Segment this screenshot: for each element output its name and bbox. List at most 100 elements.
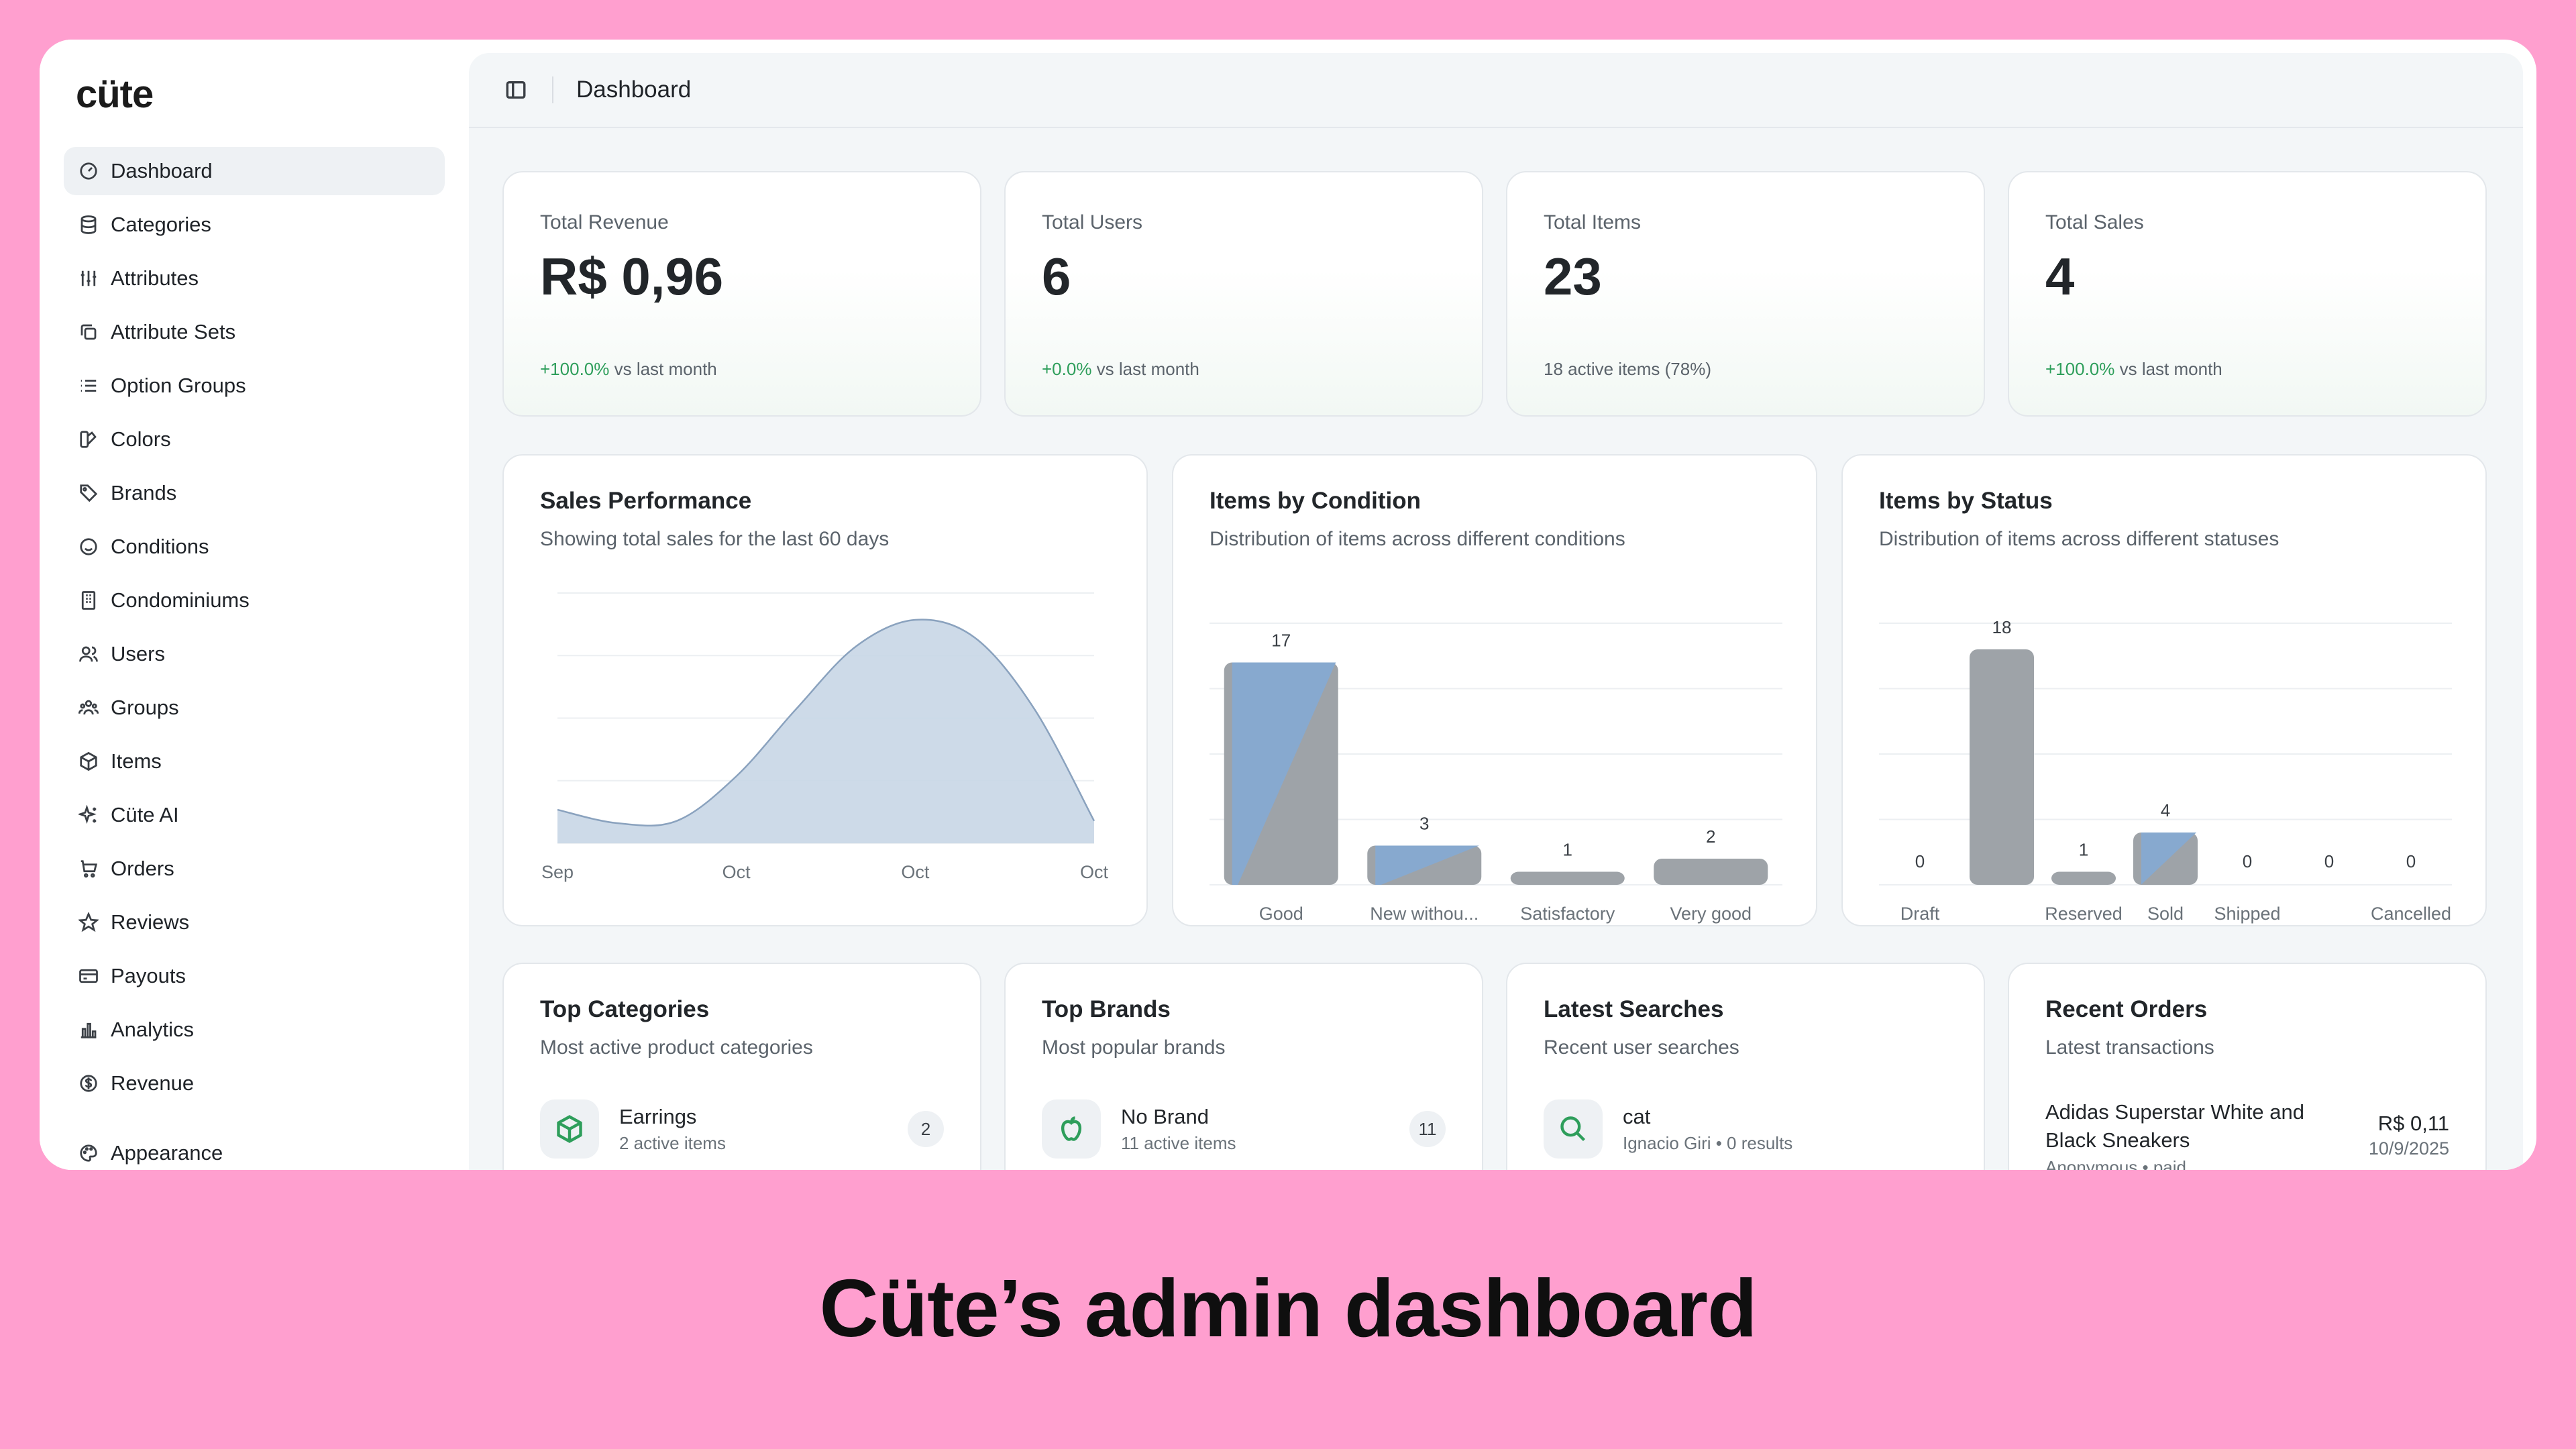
x-tick-label: Shipped — [2214, 904, 2280, 924]
bar — [2051, 871, 2116, 885]
list-item[interactable]: No Brand 11 active items 11 — [1042, 1098, 1446, 1160]
users-icon — [77, 643, 100, 665]
count-badge: 2 — [908, 1111, 944, 1147]
stat-label: Total Sales — [2045, 211, 2144, 233]
sidebar-item-label: Payouts — [111, 964, 186, 987]
app-window: cüte Dashboard Categories Attributes Att… — [40, 40, 2536, 1170]
bar-highlight — [1232, 662, 1336, 885]
sidebar-item-analytics[interactable]: Analytics — [64, 1006, 445, 1054]
sidebar-item-label: Dashboard — [111, 159, 213, 182]
list-item-name: No Brand — [1121, 1104, 1209, 1128]
sidebar-item-attributes[interactable]: Attributes — [64, 254, 445, 303]
card-title: Latest Searches — [1544, 996, 1724, 1022]
database-icon — [77, 213, 100, 236]
sidebar-item-attribute-sets[interactable]: Attribute Sets — [64, 308, 445, 356]
stat-delta-suffix: vs last month — [609, 359, 717, 379]
stat-footnote: 18 active items (78%) — [1544, 359, 1711, 380]
card-subtitle: Distribution of items across different c… — [1210, 528, 1625, 550]
list-item[interactable]: Earrings 2 active items 2 — [540, 1098, 944, 1160]
sidebar-item-items[interactable]: Items — [64, 737, 445, 786]
card-subtitle: Distribution of items across different s… — [1879, 528, 2279, 550]
list-item[interactable]: cat Ignacio Giri • 0 results — [1544, 1098, 1947, 1160]
sidebar-item-label: Revenue — [111, 1071, 195, 1095]
sidebar-item-users[interactable]: Users — [64, 630, 445, 678]
data-label: 0 — [2324, 851, 2334, 871]
stat-delta: +100.0% — [540, 359, 610, 379]
sidebar-item-conditions[interactable]: Conditions — [64, 523, 445, 571]
data-label: 18 — [1992, 617, 2012, 637]
panel-left-icon — [506, 80, 526, 99]
x-tick-label: Sold — [2147, 904, 2184, 924]
data-label: 0 — [2406, 851, 2416, 871]
sidebar-item-colors[interactable]: Colors — [64, 415, 445, 464]
sidebar-toggle-button[interactable] — [502, 76, 529, 103]
order-summary: R$ 0,11 10/9/2025 — [2369, 1112, 2449, 1159]
stat-delta: +0.0% — [1042, 359, 1092, 379]
stat-label: Total Revenue — [540, 211, 669, 233]
sidebar-item-groups[interactable]: Groups — [64, 684, 445, 732]
sidebar-item-payouts[interactable]: Payouts — [64, 952, 445, 1000]
page-title: Dashboard — [576, 76, 692, 103]
list-item-text: Earrings 2 active items — [619, 1105, 908, 1154]
dollar-icon — [77, 1072, 100, 1095]
count-badge: 11 — [1409, 1111, 1446, 1147]
x-tick-label: Draft — [1900, 904, 1940, 924]
stat-value: 23 — [1544, 247, 1602, 306]
stat-value: 6 — [1042, 247, 1071, 306]
stat-value: R$ 0,96 — [540, 247, 724, 306]
order-date: 10/9/2025 — [2368, 1138, 2449, 1159]
bar — [1654, 859, 1768, 885]
sidebar: cüte Dashboard Categories Attributes Att… — [40, 40, 469, 1170]
sidebar-item-appearance[interactable]: Appearance — [64, 1129, 445, 1170]
card-subtitle: Most active product categories — [540, 1036, 813, 1059]
sidebar-item-label: Condominiums — [111, 588, 250, 612]
sidebar-item-label: Cüte AI — [111, 803, 179, 826]
items-by-status-card: Items by Status Distribution of items ac… — [1841, 454, 2487, 926]
stat-card-revenue: Total Revenue R$ 0,96 +100.0% vs last mo… — [502, 171, 981, 417]
app-logo[interactable]: cüte — [76, 72, 154, 116]
sidebar-item-brands[interactable]: Brands — [64, 469, 445, 517]
building-icon — [77, 589, 100, 612]
sidebar-item-cute-ai[interactable]: Cüte AI — [64, 791, 445, 839]
x-tick-label: Good — [1259, 904, 1303, 924]
main-area: Dashboard Total Revenue R$ 0,96 +100.0% … — [469, 53, 2523, 1170]
x-tick-label: Cancelled — [2371, 904, 2451, 924]
gauge-icon — [77, 160, 100, 182]
card-title: Top Categories — [540, 996, 710, 1022]
tag-icon — [77, 482, 100, 504]
cart-icon — [77, 857, 100, 880]
order-row[interactable]: Adidas Superstar White and Black Sneaker… — [2045, 1098, 2449, 1170]
bar — [1510, 871, 1625, 885]
copy-icon — [77, 321, 100, 343]
stat-label: Total Users — [1042, 211, 1143, 233]
box-icon — [540, 1099, 599, 1159]
topbar-divider — [552, 76, 553, 103]
sidebar-item-label: Brands — [111, 481, 177, 504]
stat-value: 4 — [2045, 247, 2075, 306]
sidebar-item-revenue[interactable]: Revenue — [64, 1059, 445, 1108]
sales-performance-card: Sales Performance Showing total sales fo… — [502, 454, 1148, 926]
sidebar-item-reviews[interactable]: Reviews — [64, 898, 445, 947]
sidebar-item-label: Attribute Sets — [111, 320, 236, 343]
sidebar-item-condominiums[interactable]: Condominiums — [64, 576, 445, 625]
caption-text: Cüte’s admin dashboard — [819, 1263, 1757, 1354]
sidebar-item-categories[interactable]: Categories — [64, 201, 445, 249]
sidebar-item-label: Colors — [111, 427, 171, 451]
stat-card-sales: Total Sales 4 +100.0% vs last month — [2008, 171, 2487, 417]
x-tick-label: Very good — [1670, 904, 1752, 924]
sidebar-item-dashboard[interactable]: Dashboard — [64, 147, 445, 195]
data-label: 3 — [1419, 814, 1429, 834]
items-by-condition-card: Items by Condition Distribution of items… — [1172, 454, 1817, 926]
data-label: 0 — [1915, 851, 1925, 871]
sidebar-item-orders[interactable]: Orders — [64, 845, 445, 893]
sidebar-item-option-groups[interactable]: Option Groups — [64, 362, 445, 410]
status-bar-chart: 0 Draft 18 1 Reserved 4 Sold 0 Shipped 0 0 Cancelle… — [1879, 617, 2452, 924]
bar — [1970, 649, 2034, 885]
sidebar-separator — [64, 1113, 445, 1129]
area-fill — [557, 619, 1094, 843]
latest-searches-card: Latest Searches Recent user searches cat… — [1506, 963, 1985, 1170]
recent-orders-card: Recent Orders Latest transactions Adidas… — [2008, 963, 2487, 1170]
sparkles-icon — [77, 804, 100, 826]
package-icon — [77, 750, 100, 773]
sidebar-nav: Dashboard Categories Attributes Attribut… — [64, 147, 445, 1170]
